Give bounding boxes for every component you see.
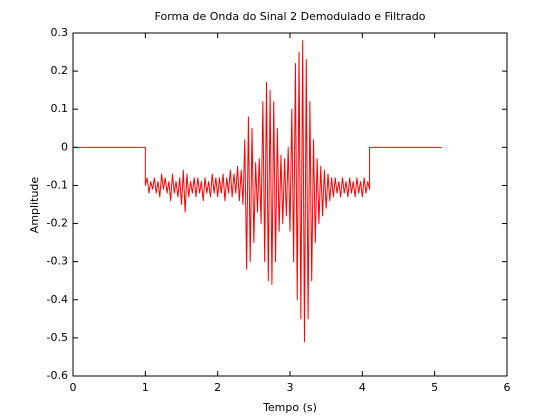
x-tick-label: 5 (431, 381, 438, 394)
x-tick-label: 1 (142, 381, 149, 394)
y-axis-label: Amplitude (28, 177, 41, 234)
x-axis-label: Tempo (s) (262, 401, 317, 414)
y-tick-label: -0.2 (47, 217, 68, 230)
plot-frame (72, 32, 508, 377)
x-tick-label: 0 (70, 381, 77, 394)
y-tick-label: 0.1 (51, 102, 69, 115)
x-tick-label: 6 (504, 381, 511, 394)
chart-title: Forma de Onda do Sinal 2 Demodulado e Fi… (155, 10, 426, 23)
signal-line (73, 40, 442, 343)
x-tick-label: 4 (359, 381, 366, 394)
x-tick-label: 2 (214, 381, 221, 394)
y-tick-label: -0.1 (47, 178, 68, 191)
y-tick-label: -0.6 (47, 369, 68, 382)
y-tick-label: -0.4 (47, 293, 68, 306)
x-tick-label: 3 (287, 381, 294, 394)
y-tick-label: 0.3 (51, 26, 69, 39)
y-tick-label: -0.3 (47, 255, 68, 268)
y-tick-label: 0.2 (51, 64, 69, 77)
y-tick-label: -0.5 (47, 331, 68, 344)
y-tick-label: 0 (61, 140, 68, 153)
